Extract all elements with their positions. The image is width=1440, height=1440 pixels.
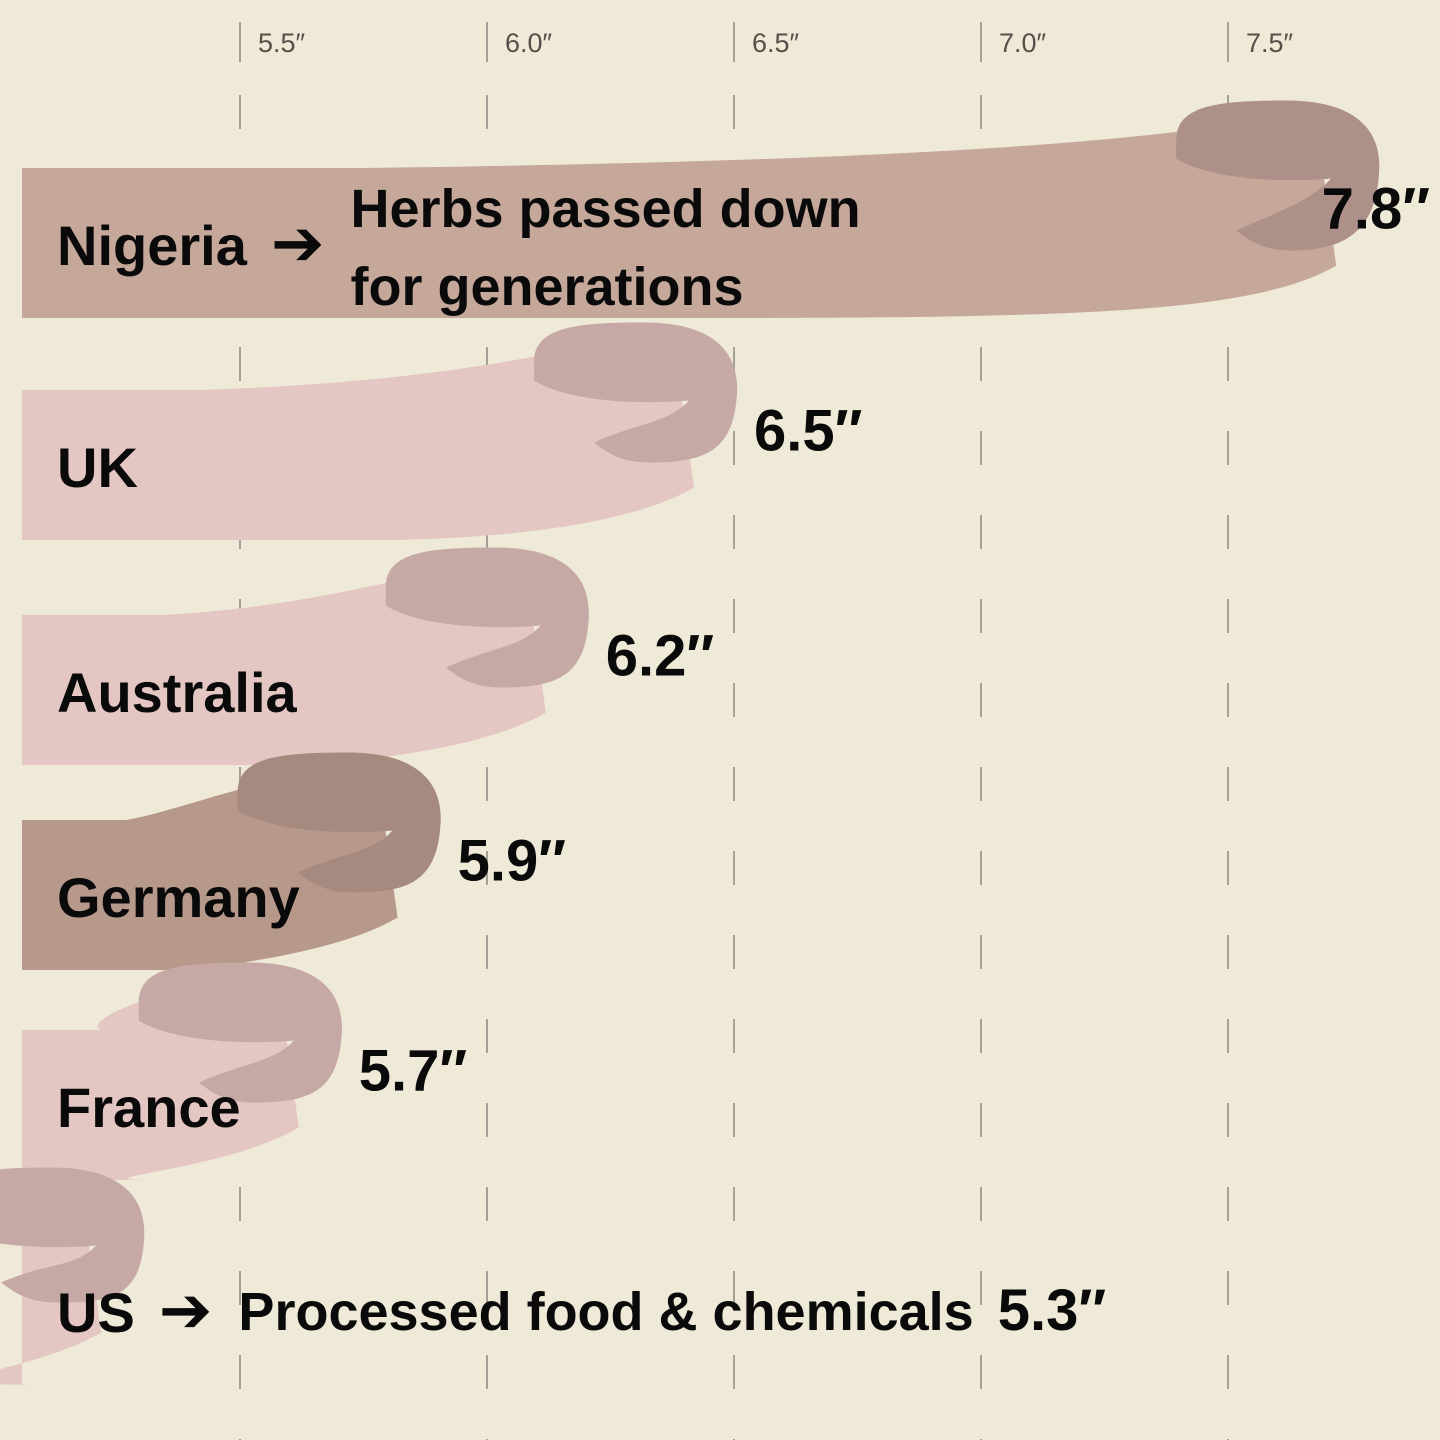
value-label: 6.2″ xyxy=(606,624,714,689)
category-label: Australia xyxy=(57,661,297,724)
annotation-text: Herbs passed down xyxy=(350,179,860,239)
annotation-text: for generations xyxy=(350,257,743,317)
bar-uk xyxy=(22,322,738,540)
bar-australia xyxy=(22,547,589,765)
labels: Nigeria 7.8″ ➔ Herbs passed down for generat… xyxy=(57,177,1430,1349)
bar-tip xyxy=(534,322,738,463)
tick-label: 7.0″ xyxy=(999,28,1047,58)
bar-shaft xyxy=(22,123,1337,318)
bar-nigeria xyxy=(22,100,1380,318)
tick-label: 7.5″ xyxy=(1246,28,1294,58)
bars xyxy=(0,100,1380,1385)
gridlines xyxy=(239,95,1229,1440)
bar-germany xyxy=(22,752,441,970)
bar-tip xyxy=(0,1167,145,1303)
bar-shaft xyxy=(22,570,546,765)
value-label: 6.5″ xyxy=(754,399,862,464)
arrow-icon: ➔ xyxy=(271,207,325,281)
bar-shaft xyxy=(22,345,694,540)
tick-label: 5.5″ xyxy=(258,28,306,58)
category-label: France xyxy=(57,1076,241,1139)
bar-tip xyxy=(138,962,342,1103)
value-label: 5.7″ xyxy=(359,1039,467,1104)
category-label: UK xyxy=(57,436,138,499)
value-label: 5.9″ xyxy=(458,829,566,894)
annotation-text: Processed food & chemicals xyxy=(238,1282,973,1342)
tick-label: 6.0″ xyxy=(505,28,553,58)
value-label: 5.3″ xyxy=(998,1278,1106,1343)
category-label: Germany xyxy=(57,866,300,929)
tick-label: 6.5″ xyxy=(752,28,800,58)
arrow-icon: ➔ xyxy=(159,1274,213,1348)
category-label: Nigeria xyxy=(57,214,248,277)
bar-france xyxy=(22,962,342,1180)
value-label: 7.8″ xyxy=(1322,177,1430,242)
category-label: US xyxy=(57,1281,135,1344)
bar-tip xyxy=(385,547,589,688)
bar-tip xyxy=(237,752,441,893)
bar-us xyxy=(0,1167,145,1385)
bar-tip xyxy=(1176,100,1380,251)
x-axis-ticks: 5.5″ 6.0″ 6.5″ 7.0″ 7.5″ xyxy=(239,22,1294,62)
